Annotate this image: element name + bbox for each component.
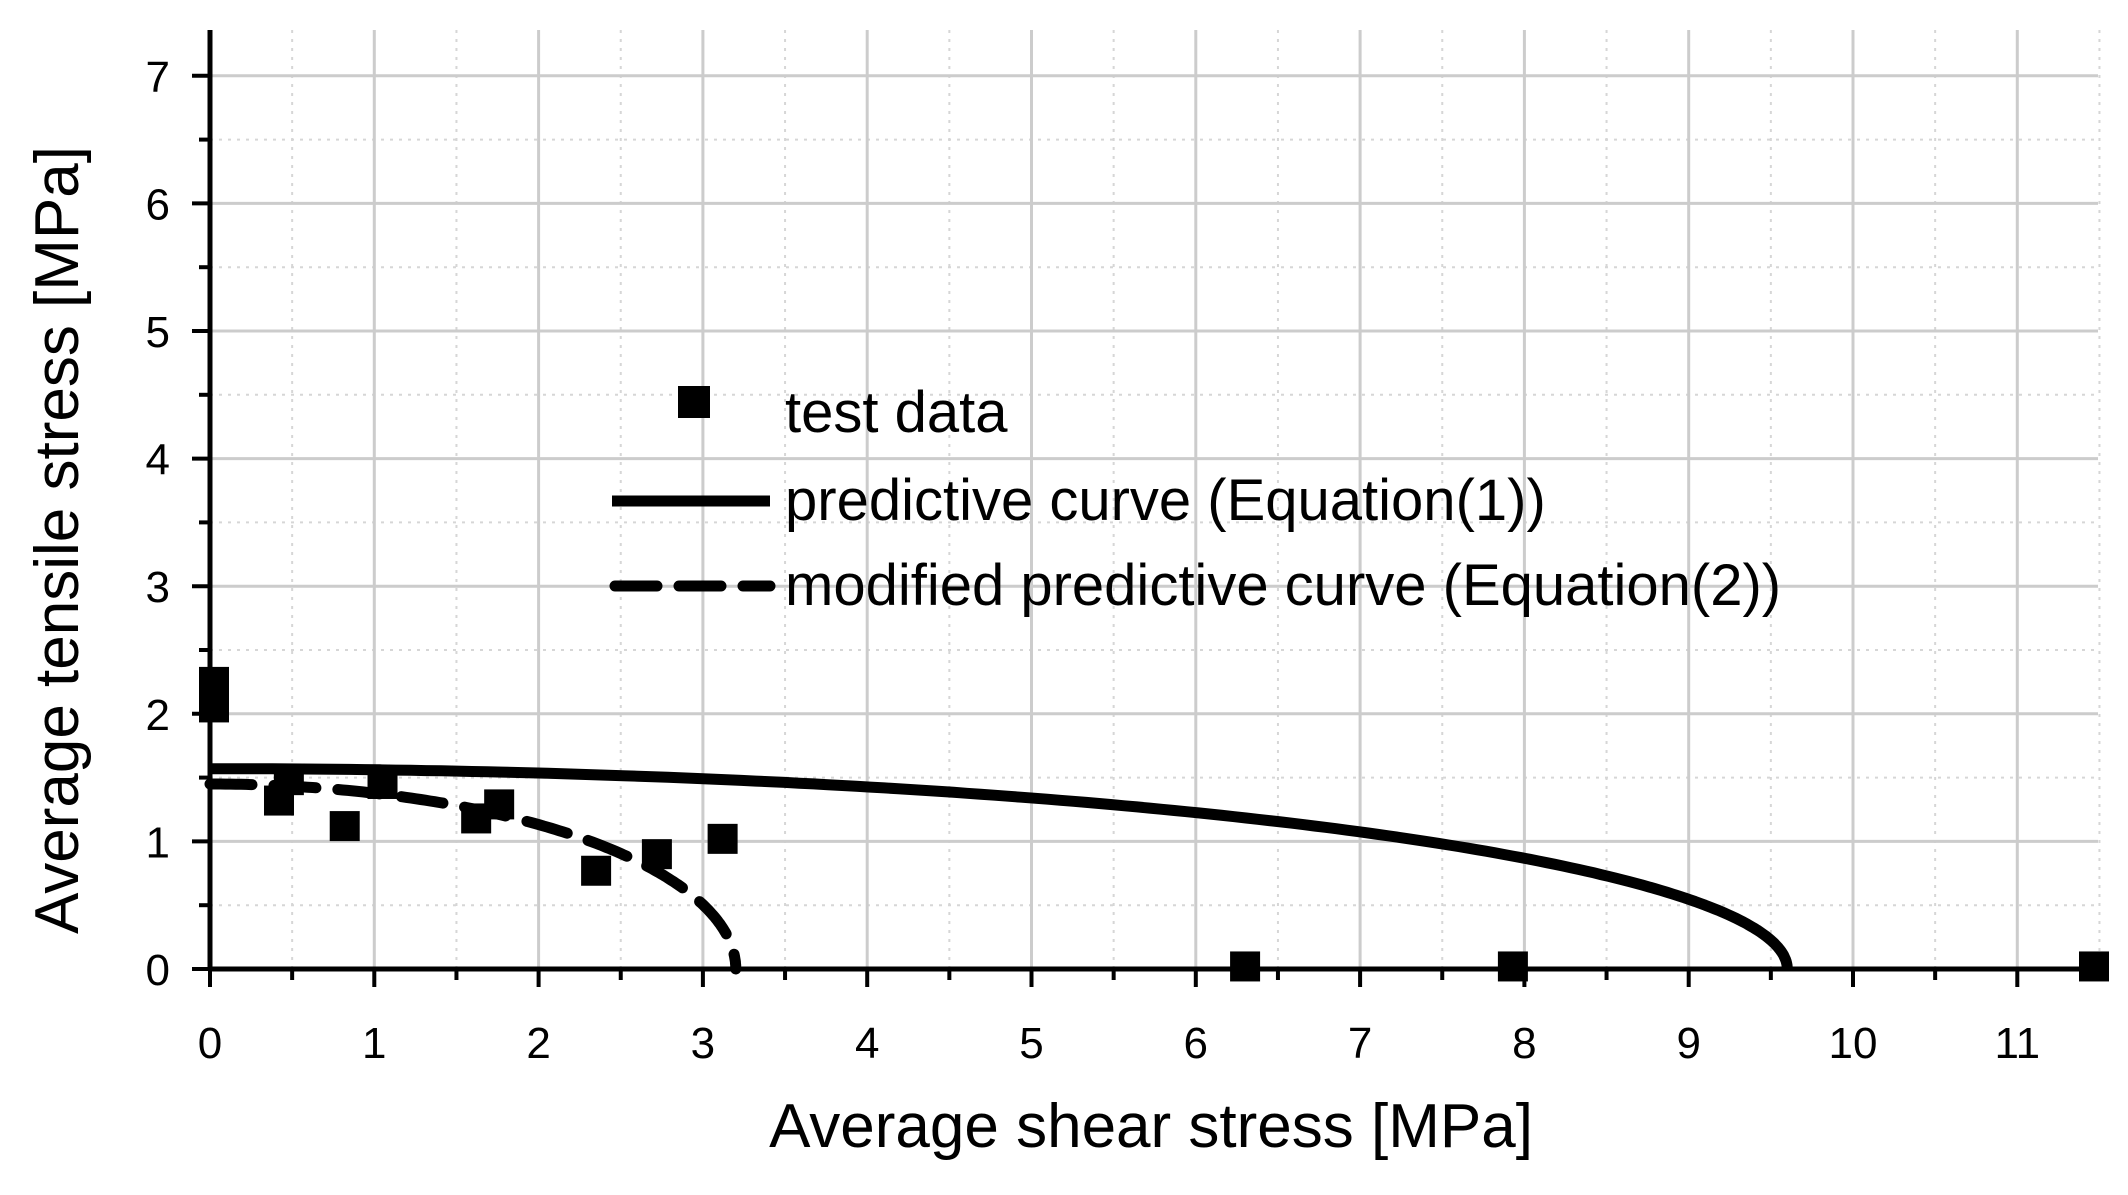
test-data-point (329, 811, 360, 842)
legend-label-modified: modified predictive curve (Equation(2)) (785, 553, 1781, 618)
x-tick-label: 3 (691, 1019, 715, 1068)
y-tick-label: 0 (146, 946, 170, 995)
legend-label-test-data: test data (785, 380, 1008, 445)
x-tick-label: 9 (1676, 1019, 1700, 1068)
y-tick-label: 4 (146, 436, 170, 485)
x-tick-label: 10 (1829, 1019, 1878, 1068)
x-tick-label: 2 (526, 1019, 550, 1068)
x-tick-labels: 0 1 2 3 4 5 6 7 8 9 10 11 (198, 1019, 2040, 1068)
x-tick-label: 7 (1348, 1019, 1372, 1068)
legend-marker-test-data (678, 386, 710, 418)
modified-predictive-curve-line (204, 778, 742, 975)
x-axis-title: Average shear stress [MPa] (769, 1092, 1533, 1161)
test-data-point (581, 855, 612, 886)
test-data-point (641, 839, 672, 870)
x-tick-label: 0 (198, 1019, 222, 1068)
legend: test data predictive curve (Equation(1))… (609, 380, 1781, 618)
predictive-curve-line (210, 763, 1793, 973)
test-data-point (1497, 951, 1528, 982)
y-tick-labels: 0 1 2 3 4 5 6 7 (146, 53, 170, 995)
y-tick-label: 7 (146, 53, 170, 102)
x-tick-label: 11 (1994, 1019, 2040, 1068)
test-data-point (199, 666, 229, 697)
y-tick-label: 1 (146, 818, 170, 867)
y-tick-label: 5 (146, 308, 170, 357)
test-data-point (273, 765, 304, 796)
legend-label-predictive: predictive curve (Equation(1)) (785, 468, 1546, 533)
test-data-point (199, 692, 229, 723)
x-tick-label: 1 (362, 1019, 386, 1068)
test-data-point (484, 789, 515, 820)
x-tick-label: 6 (1184, 1019, 1208, 1068)
test-data-point (707, 823, 738, 854)
x-tick-label: 8 (1512, 1019, 1536, 1068)
x-tick-label: 5 (1019, 1019, 1043, 1068)
x-tick-label: 4 (855, 1019, 879, 1068)
test-data-point (1230, 951, 1261, 982)
test-data-point (2079, 951, 2109, 982)
test-data-point (367, 768, 398, 799)
test-data-points (199, 666, 2109, 982)
y-tick-label: 2 (146, 691, 170, 740)
y-tick-label: 6 (146, 180, 170, 229)
y-tick-label: 3 (146, 563, 170, 612)
series-curves (204, 763, 1793, 975)
major-gridlines (210, 30, 2098, 969)
y-axis-title: Average tensile stress [MPa] (23, 146, 92, 934)
